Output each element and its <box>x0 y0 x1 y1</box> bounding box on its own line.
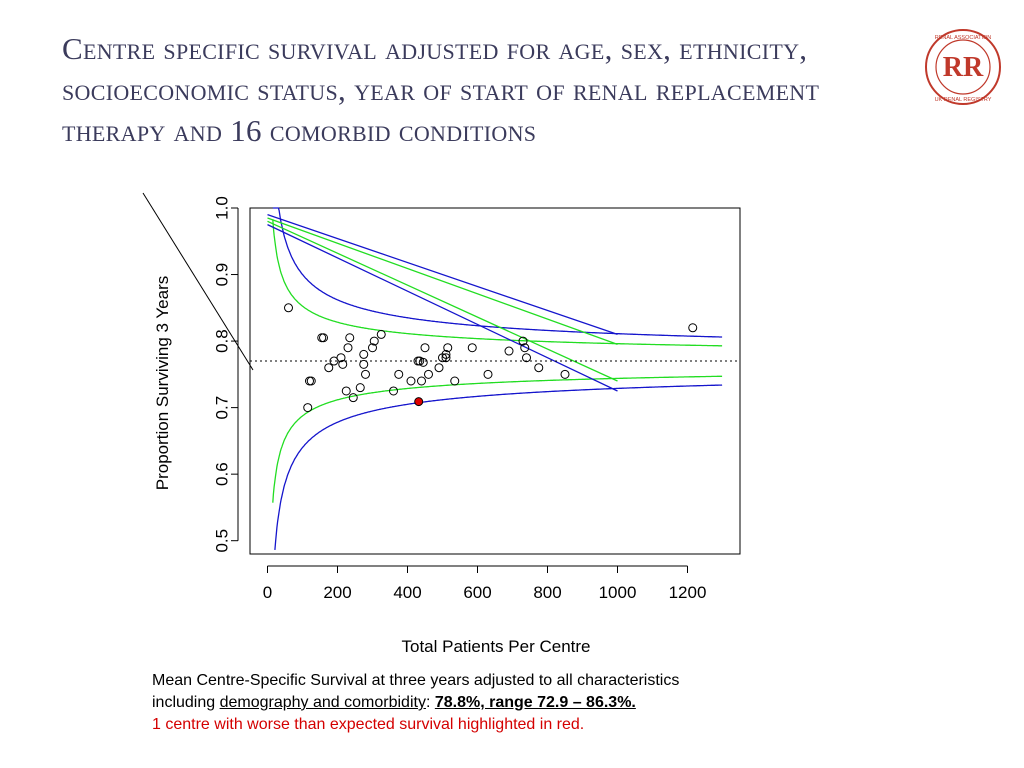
centre-point <box>522 353 531 363</box>
centre-point <box>348 393 358 403</box>
x-tick-label: 800 <box>533 583 561 602</box>
plot-frame <box>249 207 741 555</box>
centre-point <box>434 363 444 373</box>
outlier-centre-point <box>414 397 424 407</box>
centre-point <box>424 369 433 379</box>
centre-point <box>306 376 316 386</box>
diagonal-guide-line <box>267 220 618 382</box>
x-tick-label: 1200 <box>669 583 707 602</box>
svg-text:RR: RR <box>943 52 984 83</box>
centre-point <box>688 323 698 333</box>
centre-point <box>450 376 460 386</box>
svg-text:UK RENAL REGISTRY: UK RENAL REGISTRY <box>935 97 992 103</box>
title-pointer-line <box>142 192 254 371</box>
centre-point <box>303 403 313 413</box>
centre-point <box>359 359 369 369</box>
centre-point <box>467 343 477 353</box>
centre-point <box>341 386 351 396</box>
centre-point <box>520 343 530 353</box>
caption-underlined: demography and comorbidity <box>219 694 426 711</box>
centre-point <box>336 353 346 363</box>
y-tick-label: 0.8 <box>212 329 231 353</box>
y-axis-label: Proportion Surviving 3 Years <box>153 276 172 491</box>
x-tick-label: 0 <box>263 583 272 602</box>
centre-point <box>361 369 370 379</box>
y-axis: 0.5 0.6 0.7 0.8 0.9 1.0 <box>212 196 239 553</box>
funnel-limits <box>267 207 723 550</box>
centre-point <box>418 357 428 367</box>
caption-line-1: Mean Centre-Specific Survival at three y… <box>152 672 680 689</box>
centre-point <box>338 359 348 369</box>
x-tick-label: 400 <box>393 583 421 602</box>
y-tick-label: 0.5 <box>212 529 231 553</box>
centre-point <box>504 346 514 356</box>
upper-inner-limit <box>272 219 723 347</box>
caption-stat: 78.8%, range 72.9 – 86.3%. <box>434 694 636 711</box>
centre-point <box>534 363 544 373</box>
centre-point <box>317 333 327 343</box>
centre-point <box>368 343 377 353</box>
centre-point <box>443 343 453 353</box>
centre-point <box>441 349 451 359</box>
centre-points <box>284 303 698 413</box>
centre-point <box>394 369 404 379</box>
svg-text:RENAL ASSOCIATION: RENAL ASSOCIATION <box>935 35 992 41</box>
lower-outer-limit <box>274 384 723 550</box>
x-tick-label: 1000 <box>599 583 637 602</box>
diagonal-guide-line <box>267 224 618 392</box>
centre-point <box>284 303 293 313</box>
centre-point <box>355 383 365 393</box>
caption-line-3: 1 centre with worse than expected surviv… <box>152 716 585 733</box>
centre-point <box>359 349 369 359</box>
diagonal-guide-line <box>267 217 618 346</box>
y-tick-label: 0.6 <box>212 462 231 486</box>
centre-point <box>305 376 314 386</box>
centre-point <box>417 376 426 386</box>
x-axis: 0 200 400 600 800 1000 1200 <box>263 565 707 602</box>
x-axis-label: Total Patients Per Centre <box>402 637 591 656</box>
y-tick-label: 0.7 <box>212 396 231 420</box>
centre-point <box>518 336 528 346</box>
x-tick-label: 600 <box>463 583 491 602</box>
centre-point <box>483 369 493 379</box>
centre-point <box>406 376 416 386</box>
y-tick-label: 1.0 <box>212 196 231 220</box>
diagonal-guide-line <box>267 214 618 336</box>
centre-point <box>369 336 379 346</box>
centre-point <box>376 329 386 339</box>
centre-point <box>560 369 570 379</box>
centre-point <box>345 333 355 343</box>
page-title: Centre specific survival adjusted for ag… <box>62 31 820 148</box>
centre-point <box>343 343 353 353</box>
centre-point <box>420 343 430 353</box>
centre-point <box>319 333 328 343</box>
centre-point <box>441 353 451 363</box>
y-tick-label: 0.9 <box>212 263 231 287</box>
centre-point <box>389 386 398 396</box>
upper-outer-limit <box>272 207 723 338</box>
renal-registry-logo: RR RENAL ASSOCIATION UK RENAL REGISTRY <box>925 29 1001 105</box>
x-tick-label: 200 <box>323 583 351 602</box>
caption-line-2: including demography and comorbidity: 78… <box>152 694 636 711</box>
centre-point <box>324 363 334 373</box>
lower-inner-limit <box>272 375 723 503</box>
caption: Mean Centre-Specific Survival at three y… <box>152 670 852 736</box>
